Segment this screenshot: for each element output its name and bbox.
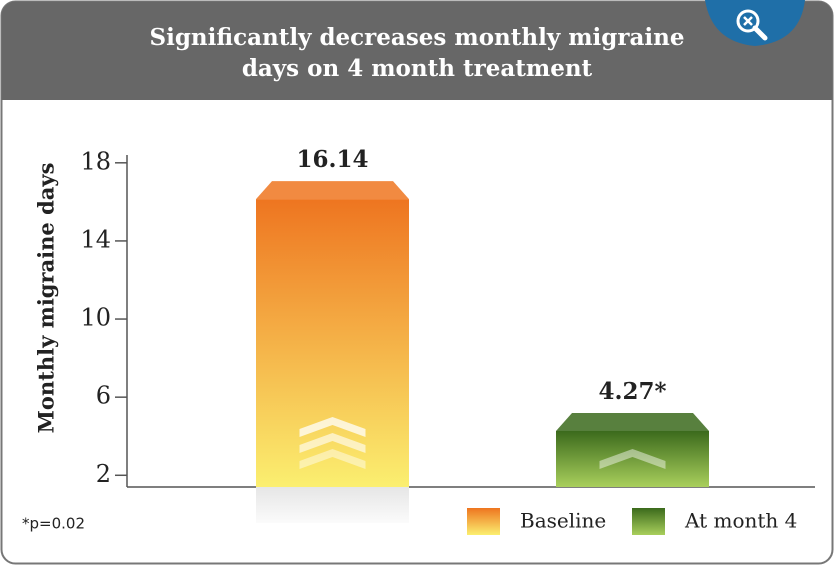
zoom-button[interactable] — [705, 0, 805, 46]
header — [1, 1, 833, 100]
chart-title: days on 4 month treatment — [242, 55, 593, 82]
chevron — [299, 433, 366, 453]
y-axis-label: Monthly migraine days — [34, 163, 59, 434]
chevron — [599, 449, 666, 469]
legend-swatch — [467, 508, 500, 535]
legend-label: At month 4 — [684, 509, 797, 533]
bar-cap — [256, 181, 409, 200]
legend-swatch — [632, 508, 665, 535]
y-tick-label: 6 — [96, 382, 111, 410]
zoom-x[interactable] — [743, 16, 753, 26]
chevron — [299, 449, 366, 469]
legend-label: Baseline — [520, 509, 606, 533]
chart-title: Significantly decreases monthly migraine — [149, 24, 684, 51]
zoom-handle[interactable] — [752, 25, 768, 41]
zoom-icon[interactable] — [736, 9, 760, 33]
y-tick-label: 2 — [96, 460, 111, 488]
footnote: *p=0.02 — [22, 515, 85, 533]
bar-reflection — [256, 487, 409, 523]
y-tick-label: 18 — [80, 147, 111, 175]
y-tick-label: 14 — [80, 225, 111, 253]
bar-cap — [556, 412, 709, 431]
bar — [256, 199, 409, 487]
zoom-tab[interactable] — [705, 0, 805, 46]
value-label: 4.27* — [598, 378, 666, 405]
value-label: 16.14 — [296, 146, 368, 173]
chevron — [299, 417, 366, 437]
y-tick-label: 10 — [80, 304, 111, 332]
bar — [556, 430, 709, 487]
